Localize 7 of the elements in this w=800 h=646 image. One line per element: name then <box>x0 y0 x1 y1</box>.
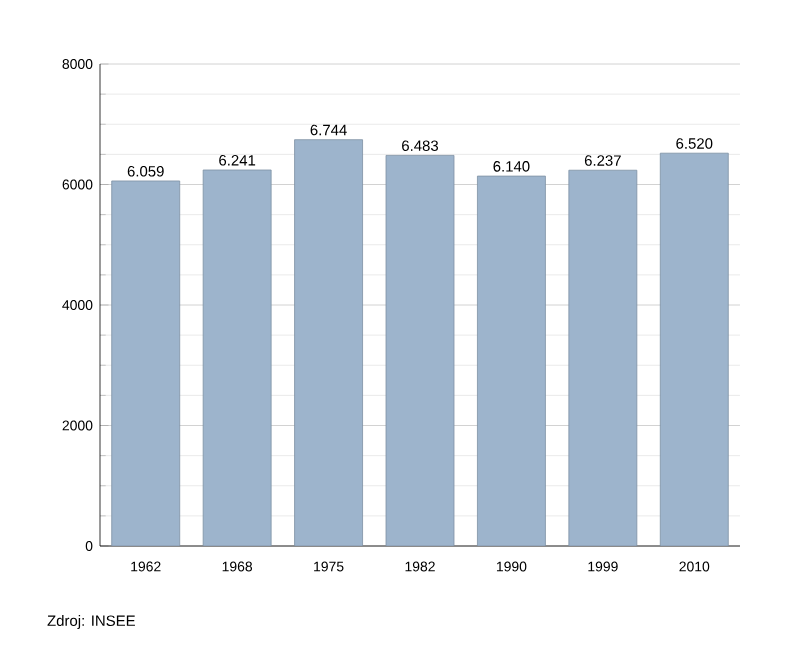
bar <box>111 180 181 546</box>
bar <box>202 169 272 546</box>
bar <box>568 169 638 546</box>
bar <box>659 152 729 546</box>
bar <box>385 155 455 546</box>
bar <box>294 139 363 546</box>
bar <box>477 175 546 546</box>
